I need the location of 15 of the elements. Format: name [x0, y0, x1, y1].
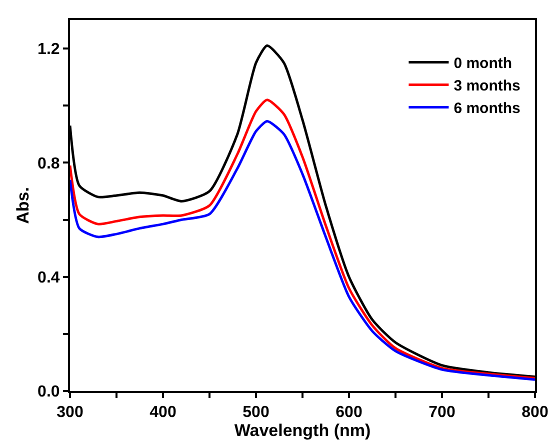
x-tick-label: 600	[336, 404, 362, 422]
legend-label: 6 months	[454, 100, 520, 118]
x-tick-label: 800	[522, 404, 548, 422]
y-tick-label: 0.4	[38, 269, 60, 286]
x-axis-title: Wavelength (nm)	[234, 421, 371, 440]
y-tick-label: 0.0	[38, 384, 60, 401]
y-axis-title: Abs.	[14, 187, 33, 224]
legend-label: 0 month	[454, 55, 512, 72]
x-tick-label: 300	[56, 404, 84, 422]
y-tick-label: 1.2	[38, 41, 60, 58]
x-tick-label: 500	[242, 404, 270, 422]
y-tick-label: 0.8	[38, 155, 60, 172]
x-tick-label: 400	[150, 404, 176, 422]
x-tick-label: 700	[428, 404, 456, 422]
legend-label: 3 months	[454, 78, 520, 95]
